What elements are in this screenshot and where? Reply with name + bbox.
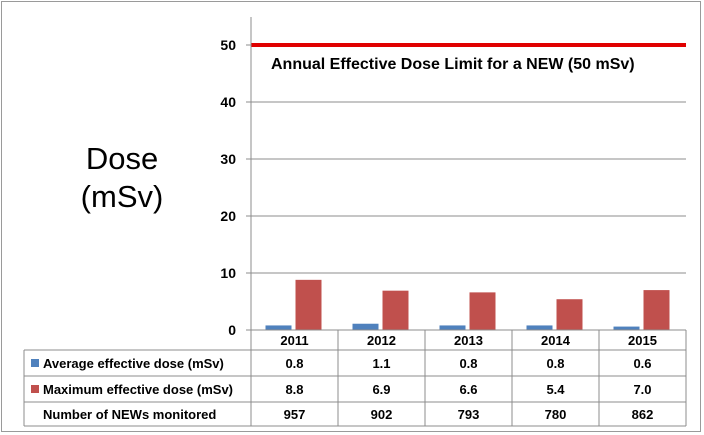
- cell-average-2014: 0.8: [546, 356, 564, 371]
- row-label-maximum: Maximum effective dose (mSv): [43, 382, 233, 397]
- bar-average-2013: [439, 325, 466, 330]
- row-label-news-monitored: Number of NEWs monitored: [43, 407, 216, 422]
- bar-average-2014: [526, 325, 553, 330]
- category-label-2013: 2013: [454, 333, 483, 348]
- bar-average-2012: [352, 323, 379, 330]
- legend-key-average: [31, 359, 39, 367]
- row-label-average: Average effective dose (mSv): [43, 356, 224, 371]
- y-tick-label-40: 40: [220, 94, 236, 110]
- category-label-2012: 2012: [367, 333, 396, 348]
- cell-maximum-2015: 7.0: [633, 382, 651, 397]
- bar-maximum-2011: [295, 279, 322, 330]
- bar-maximum-2012: [382, 290, 409, 330]
- cell-maximum-2013: 6.6: [459, 382, 477, 397]
- reference-line-label: Annual Effective Dose Limit for a NEW (5…: [271, 56, 635, 73]
- y-tick-label-20: 20: [220, 208, 236, 224]
- bar-average-2011: [265, 325, 292, 330]
- category-label-2015: 2015: [628, 333, 657, 348]
- y-axis-title-line-2: (mSv): [80, 179, 164, 214]
- cell-maximum-2014: 5.4: [546, 382, 565, 397]
- y-axis-title: Dose (mSv): [62, 140, 182, 216]
- legend-key-maximum: [31, 385, 39, 393]
- bar-maximum-2014: [556, 299, 583, 330]
- cell-news-monitored-2015: 862: [632, 407, 654, 422]
- bar-average-2015: [613, 326, 640, 330]
- y-tick-label-50: 50: [220, 37, 236, 53]
- y-tick-label-30: 30: [220, 151, 236, 167]
- category-label-2011: 2011: [280, 333, 308, 348]
- cell-average-2013: 0.8: [459, 356, 477, 371]
- category-label-2014: 2014: [541, 333, 571, 348]
- cell-maximum-2011: 8.8: [285, 382, 303, 397]
- y-tick-label-0: 0: [228, 322, 236, 338]
- cell-average-2011: 0.8: [285, 356, 303, 371]
- cell-news-monitored-2012: 902: [371, 407, 393, 422]
- bar-maximum-2015: [643, 290, 670, 330]
- cell-news-monitored-2011: 957: [284, 407, 306, 422]
- cell-maximum-2012: 6.9: [372, 382, 390, 397]
- y-tick-label-10: 10: [220, 265, 236, 281]
- cell-news-monitored-2014: 780: [545, 407, 567, 422]
- bar-maximum-2013: [469, 292, 496, 330]
- cell-news-monitored-2013: 793: [458, 407, 480, 422]
- cell-average-2015: 0.6: [633, 356, 651, 371]
- y-axis-title-line-1: Dose: [85, 141, 159, 176]
- cell-average-2012: 1.1: [372, 356, 390, 371]
